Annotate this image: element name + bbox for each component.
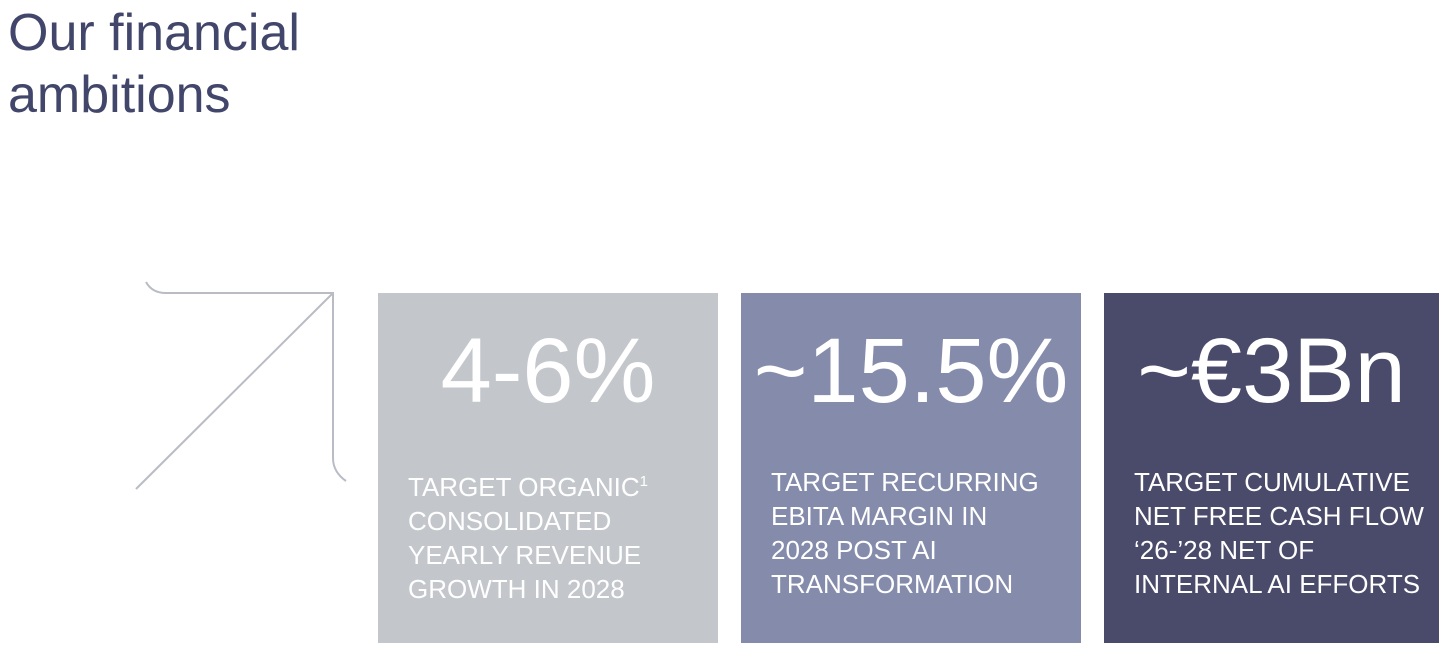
description-line: YEARLY REVENUE	[408, 538, 648, 572]
description-text: TRANSFORMATION	[771, 569, 1014, 599]
metric-card: ~€3Bn TARGET CUMULATIVE NET FREE CASH FLOW…	[1104, 293, 1439, 643]
description-line: CONSOLIDATED	[408, 504, 648, 538]
description-text: TARGET CUMULATIVE	[1134, 467, 1410, 497]
metric-description: TARGET ORGANIC1 CONSOLIDATED YEARLY REVENU…	[408, 465, 648, 606]
metric-card: ~15.5% TARGET RECURRING EBITA MARGIN IN 202…	[741, 293, 1081, 643]
metric-value: ~€3Bn	[1137, 320, 1406, 422]
metric-description: TARGET CUMULATIVE NET FREE CASH FLOW ‘26-’…	[1134, 465, 1424, 601]
footnote-marker: 1	[639, 473, 648, 490]
title-line: Our financial	[8, 4, 300, 62]
description-line: INTERNAL AI EFFORTS	[1134, 567, 1424, 601]
description-text: YEARLY REVENUE	[408, 540, 642, 570]
description-text: INTERNAL AI EFFORTS	[1134, 569, 1421, 599]
description-line: ‘26-’28 NET OF	[1134, 533, 1424, 567]
description-line: GROWTH IN 2028	[408, 572, 648, 606]
description-text: EBITA MARGIN IN	[771, 501, 988, 531]
description-line: NET FREE CASH FLOW	[1134, 499, 1424, 533]
metric-card: 4-6% TARGET ORGANIC1 CONSOLIDATED YEARLY RE…	[378, 293, 718, 643]
description-text: TARGET ORGANIC	[408, 472, 640, 502]
description-line: 2028 POST AI	[771, 533, 1039, 567]
metric-value: ~15.5%	[753, 320, 1069, 422]
description-line: TARGET ORGANIC1	[408, 465, 648, 504]
description-text: ‘26-’28 NET OF	[1134, 535, 1315, 565]
metric-value: 4-6%	[440, 320, 656, 422]
title-line: ambitions	[8, 66, 231, 124]
description-line: EBITA MARGIN IN	[771, 499, 1039, 533]
slide-title: Our financial ambitions	[8, 2, 300, 126]
description-line: TRANSFORMATION	[771, 567, 1039, 601]
metric-description: TARGET RECURRING EBITA MARGIN IN 2028 POST…	[771, 465, 1039, 601]
description-text: GROWTH IN 2028	[408, 574, 625, 604]
description-line: TARGET CUMULATIVE	[1134, 465, 1424, 499]
description-line: TARGET RECURRING	[771, 465, 1039, 499]
description-text: 2028 POST AI	[771, 535, 937, 565]
description-text: TARGET RECURRING	[771, 467, 1039, 497]
description-text: NET FREE CASH FLOW	[1134, 501, 1424, 531]
description-text: CONSOLIDATED	[408, 506, 612, 536]
